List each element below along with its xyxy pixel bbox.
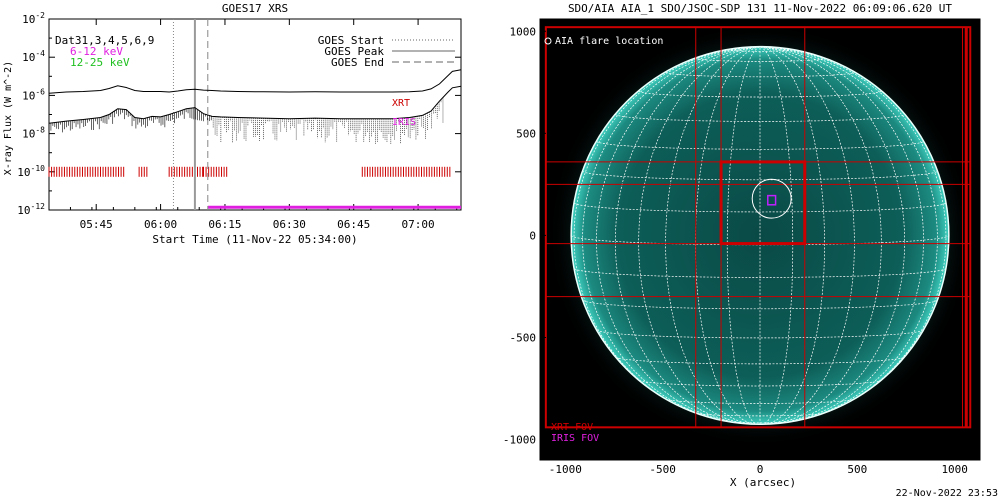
grid-longitude-line: [614, 46, 761, 424]
flare-location-circle: [751, 178, 792, 219]
goes-xtick-label: 06:00: [144, 218, 177, 231]
grid-latitude-line: [596, 329, 924, 339]
label-iris-fov: IRIS FOV: [551, 433, 599, 444]
goes-panel: GOES17 XRS 05:45 06:00 06:15 06:30 06:45 07:0…: [3, 2, 462, 246]
goes-xtick-label: 06:45: [337, 218, 370, 231]
aia-xtick-label: 0: [757, 463, 764, 476]
annotation-xrt: XRT: [392, 98, 410, 109]
goes-ytick-label: 10-6: [22, 87, 45, 102]
fov-overlays: [544, 26, 972, 429]
grid-longitude-line: [759, 46, 906, 424]
grid-latitude-line: [574, 268, 946, 278]
aia-ytick-label: -500: [510, 332, 537, 345]
goes-ytick-label: 10-12: [17, 202, 45, 217]
grid-latitude-line: [665, 398, 855, 404]
goes-xtick-label: 06:30: [273, 218, 306, 231]
goes-ytick-label: 10-8: [22, 126, 45, 141]
legend-channels: Dat31,3,4,5,6,9: [55, 34, 154, 47]
grid-longitude-line: [582, 46, 761, 423]
grid-longitude-line: [596, 46, 761, 424]
xrt-fov-outer: [544, 26, 972, 429]
grid-latitude-line: [695, 57, 825, 62]
aia-ytick-label: 1000: [510, 25, 537, 38]
aia-xtick-label: 500: [847, 463, 867, 476]
label-xrt-fov: XRT FOV: [551, 422, 593, 433]
aia-ytick-label: -1000: [503, 434, 536, 447]
goes-ytick-label: 10-10: [17, 164, 45, 179]
aia-ytick-label: 500: [516, 127, 536, 140]
annotation-iris: IRIS: [392, 117, 416, 128]
legend-12-25kev: 12-25 keV: [70, 56, 130, 69]
aia-xtick-label: 1000: [941, 463, 968, 476]
aia-xlabel: X (arcsec): [730, 476, 796, 489]
aia-xtick-label: -500: [649, 463, 676, 476]
grid-latitude-line: [596, 140, 924, 150]
legend-flare-location: AIA flare location: [555, 36, 663, 47]
legend-goes-start: GOES Start: [318, 34, 384, 47]
solar-disk: [571, 46, 949, 425]
goes-title: GOES17 XRS: [222, 2, 288, 15]
grid-longitude-line: [759, 46, 924, 424]
goes-xlabel: Start Time (11-Nov-22 05:34:00): [152, 233, 357, 246]
grid-longitude-line: [759, 46, 938, 423]
goes-series-group: [48, 69, 462, 145]
grid-latitude-line: [639, 380, 881, 387]
goes-xtick-label: 05:45: [80, 218, 113, 231]
goes-ytick-label: 10-2: [22, 11, 45, 26]
aia-title: SDO/AIA AIA_1 SDO/JSOC-SDP 131 11-Nov-20…: [568, 2, 952, 15]
goes-xtick-label: 07:00: [402, 218, 435, 231]
goes-xtick-label: 06:15: [208, 218, 241, 231]
legend-flare-symbol: [544, 37, 552, 45]
goes-ylabel: X-ray Flux (W m^-2): [3, 61, 14, 175]
aia-ytick-label: 0: [529, 229, 536, 242]
grid-longitude-line: [759, 46, 855, 425]
solar-limb: [570, 45, 950, 426]
goes-axes: 05:45 06:00 06:15 06:30 06:45 07:00 10-12 10-10…: [17, 11, 461, 231]
goes-ytick-label: 10-4: [22, 49, 45, 64]
goes-series-long: [48, 69, 462, 94]
grid-longitude-line: [665, 46, 761, 425]
goes-coverage-bars: [48, 166, 461, 209]
aia-panel: SDO/AIA AIA_1 SDO/JSOC-SDP 131 11-Nov-20…: [503, 2, 998, 499]
xrt-fov-inner: [719, 160, 807, 246]
legend-goes-end: GOES End: [331, 56, 384, 69]
goes-series-short: [48, 85, 462, 124]
aia-xtick-label: -1000: [549, 463, 582, 476]
iris-fov: [767, 194, 777, 206]
footer-timestamp: 22-Nov-2022 23:53: [896, 488, 998, 499]
legend-goes-peak: GOES Peak: [324, 45, 384, 58]
legend-6-12kev: 6-12 keV: [70, 45, 123, 58]
aia-axes: -1000 -500 0 500 1000 1000 500 0 -500 -1000: [503, 25, 968, 476]
grid-latitude-line: [573, 202, 947, 213]
goes-event-markers: [172, 19, 209, 210]
